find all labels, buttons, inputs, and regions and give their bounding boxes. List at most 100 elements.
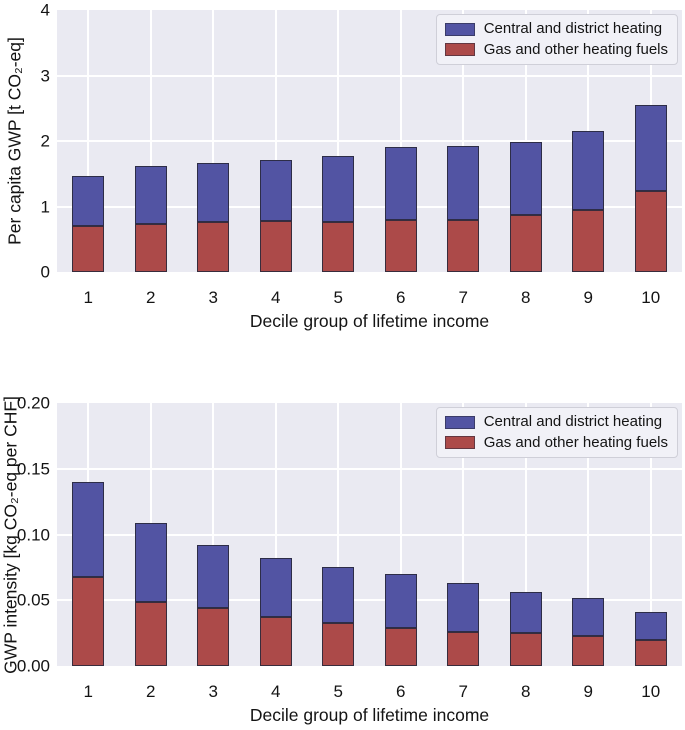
stacked-bar	[134, 10, 167, 272]
legend: Central and district heating Gas and othe…	[435, 407, 678, 458]
vertical-gridline	[212, 10, 215, 272]
bar-column	[182, 10, 245, 272]
stacked-bar	[447, 10, 480, 272]
bar-segment-central-and-district-heating	[634, 612, 667, 640]
stacked-bar	[572, 403, 605, 666]
legend-swatch-icon	[444, 43, 475, 57]
bar-segment-central-and-district-heating	[509, 142, 542, 216]
y-tick-label: 1	[40, 197, 50, 216]
legend-item: Central and district heating	[444, 413, 668, 431]
x-tick-label: 2	[146, 288, 156, 307]
bar-segment-gas-and-other-heating-fuels	[134, 224, 167, 272]
stacked-bar	[134, 403, 167, 666]
bar-column	[57, 10, 120, 272]
stacked-bar	[509, 403, 542, 666]
vertical-gridline	[399, 403, 402, 666]
bar-segment-central-and-district-heating	[197, 545, 230, 609]
vertical-gridline	[149, 10, 152, 272]
x-tick-label: 5	[333, 682, 343, 701]
bar-segment-gas-and-other-heating-fuels	[447, 631, 480, 666]
bar-segment-gas-and-other-heating-fuels	[634, 639, 667, 666]
bar-column	[620, 10, 683, 272]
bar-segment-central-and-district-heating	[322, 156, 355, 222]
bar-segment-gas-and-other-heating-fuels	[322, 622, 355, 666]
bar-column	[432, 403, 495, 666]
bar-column	[557, 403, 620, 666]
bar-segment-gas-and-other-heating-fuels	[72, 576, 105, 666]
x-axis-title: Decile group of lifetime income	[249, 705, 490, 725]
bar-column	[620, 403, 683, 666]
bar-segment-gas-and-other-heating-fuels	[259, 220, 292, 272]
legend-label: Gas and other heating fuels	[483, 40, 668, 58]
stacked-bar	[384, 10, 417, 272]
plot-area: Central and district heating Gas and othe…	[57, 403, 682, 666]
legend-label: Central and district heating	[483, 413, 663, 430]
stacked-bar	[322, 10, 355, 272]
horizontal-gridline	[57, 599, 682, 602]
legend-label: Gas and other heating fuels	[483, 433, 668, 451]
bar-segment-central-and-district-heating	[447, 146, 480, 221]
stacked-bar	[72, 10, 105, 272]
legend-swatch-icon	[444, 22, 475, 36]
y-tick-label: 0.10	[16, 525, 50, 544]
x-tick-label: 10	[641, 288, 661, 307]
x-tick-label: 6	[396, 682, 406, 701]
bar-column	[120, 403, 183, 666]
stacked-bar	[72, 403, 105, 666]
y-axis-ticks: 0 1 2 3 4	[30, 2, 57, 281]
bar-segment-gas-and-other-heating-fuels	[259, 617, 292, 666]
legend-item: Central and district heating	[444, 20, 668, 38]
y-tick-label: 4	[40, 0, 50, 20]
bar-segment-central-and-district-heating	[134, 165, 167, 225]
bar-segment-gas-and-other-heating-fuels	[509, 633, 542, 666]
chart-per-capita-gwp: Per capita GWP [t CO₂-eq] 0 1 2 3 4 Central …	[0, 2, 685, 338]
bar-column	[245, 403, 308, 666]
bar-segment-central-and-district-heating	[134, 522, 167, 602]
vertical-gridline	[462, 403, 465, 666]
bar-segment-gas-and-other-heating-fuels	[134, 601, 167, 666]
y-tick-label: 0	[40, 262, 50, 282]
bar-segment-central-and-district-heating	[72, 481, 105, 577]
stacked-bar	[197, 403, 230, 666]
vertical-gridline	[337, 403, 340, 666]
stacked-bar	[634, 10, 667, 272]
y-tick-label: 0.15	[16, 459, 50, 479]
horizontal-gridline	[57, 467, 682, 470]
vertical-gridline	[337, 10, 340, 272]
bar-column	[495, 403, 558, 666]
x-tick-label: 4	[271, 682, 281, 701]
bar-segment-gas-and-other-heating-fuels	[197, 608, 230, 666]
y-tick-label: 0.05	[16, 590, 50, 610]
x-tick-label: 3	[208, 682, 218, 701]
y-axis-ticks: 0.00 0.05 0.10 0.15 0.20	[17, 395, 57, 675]
bar-segment-gas-and-other-heating-fuels	[322, 221, 355, 272]
bar-segment-central-and-district-heating	[384, 573, 417, 628]
vertical-gridline	[587, 403, 590, 666]
x-tick-label: 8	[521, 682, 531, 701]
y-axis-title: Per capita GWP [t CO₂-eq]	[4, 37, 25, 245]
y-axis-label-container: Per capita GWP [t CO₂-eq]	[0, 10, 30, 272]
vertical-gridline	[524, 403, 527, 666]
horizontal-gridline	[57, 140, 682, 142]
x-tick-label: 6	[396, 288, 406, 307]
bar-columns	[57, 403, 682, 666]
chart-gwp-intensity: GWP intensity [kg CO₂-eq per CHF] 0.00 0.…	[0, 395, 685, 730]
bar-segment-central-and-district-heating	[634, 104, 667, 191]
bar-segment-gas-and-other-heating-fuels	[72, 226, 105, 272]
horizontal-gridline	[57, 205, 682, 208]
bar-column	[432, 10, 495, 272]
x-axis-title: Decile group of lifetime income	[249, 311, 490, 331]
vertical-gridline	[462, 10, 465, 272]
bar-segment-central-and-district-heating	[259, 558, 292, 618]
vertical-gridline	[399, 10, 402, 272]
stacked-bar	[322, 403, 355, 666]
legend-label: Central and district heating	[483, 20, 663, 37]
vertical-gridline	[274, 10, 277, 272]
legend-item: Gas and other heating fuels	[444, 433, 668, 452]
bar-segment-gas-and-other-heating-fuels	[572, 209, 605, 272]
vertical-gridline	[649, 403, 652, 666]
bar-segment-gas-and-other-heating-fuels	[384, 627, 417, 666]
x-tick-label: 1	[83, 288, 93, 307]
bar-column	[182, 403, 245, 666]
